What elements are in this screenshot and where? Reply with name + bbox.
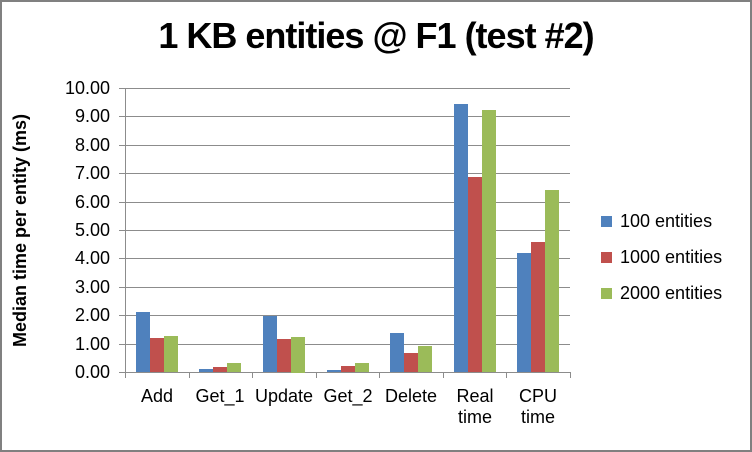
gridline <box>125 145 570 146</box>
y-axis-tick <box>119 258 125 259</box>
x-category-label-line: CPU <box>518 386 557 406</box>
legend-item: 2000 entities <box>601 283 722 304</box>
x-category-label: Add <box>120 386 194 407</box>
x-category-label: Real time <box>438 386 512 428</box>
x-category-label-line: time <box>520 407 555 427</box>
bar-100-entities-Delete <box>390 333 404 372</box>
bar-100-entities-Real-time <box>454 104 468 372</box>
bar-2000-entities-Add <box>164 336 178 372</box>
legend-label: 2000 entities <box>620 283 723 303</box>
x-category-label: Delete <box>374 386 448 407</box>
bar-1000-entities-Get_1 <box>213 367 227 372</box>
y-tick-label: 1.00 <box>74 334 110 354</box>
gridline <box>125 230 570 231</box>
bar-2000-entities-Get_1 <box>227 363 241 372</box>
legend-item: 100 entities <box>601 211 712 232</box>
y-axis-tick <box>119 202 125 203</box>
bar-2000-entities-Real-time <box>482 110 496 372</box>
y-axis-tick <box>119 116 125 117</box>
y-tick-label: 4.00 <box>74 248 110 268</box>
bar-2000-entities-Delete <box>418 346 432 372</box>
x-axis-tick <box>189 372 190 378</box>
legend-item: 1000 entities <box>601 247 722 268</box>
bar-100-entities-Update <box>263 316 277 372</box>
bar-1000-entities-Add <box>150 338 164 372</box>
gridline <box>125 202 570 203</box>
bar-1000-entities-Get_2 <box>341 366 355 372</box>
x-axis-tick <box>443 372 444 378</box>
gridline <box>125 258 570 259</box>
legend-label: 1000 entities <box>620 247 723 267</box>
y-axis-tick <box>119 344 125 345</box>
legend-swatch <box>601 216 612 227</box>
x-axis-line <box>125 372 570 373</box>
gridline <box>125 315 570 316</box>
bar-1000-entities-Real-time <box>468 177 482 372</box>
y-axis-tick <box>119 230 125 231</box>
legend-swatch <box>601 252 612 263</box>
y-axis-tick <box>119 315 125 316</box>
y-tick-label: 2.00 <box>74 305 110 325</box>
y-tick-label: 9.00 <box>74 106 110 126</box>
x-axis-tick <box>570 372 571 378</box>
y-axis-tick <box>119 287 125 288</box>
bar-100-entities-Add <box>136 312 150 372</box>
bar-1000-entities-Delete <box>404 353 418 372</box>
x-category-label: Update <box>247 386 321 407</box>
x-category-label-line: Get_2 <box>323 386 373 406</box>
y-axis-tick <box>119 372 125 373</box>
y-tick-label: 3.00 <box>74 277 110 297</box>
legend-swatch <box>601 288 612 299</box>
bar-1000-entities-Update <box>277 339 291 372</box>
bar-2000-entities-Get_2 <box>355 363 369 372</box>
x-axis-tick <box>252 372 253 378</box>
x-category-label-line: time <box>457 407 492 427</box>
x-axis-tick <box>125 372 126 378</box>
x-category-label: Get_1 <box>183 386 257 407</box>
legend-label: 100 entities <box>620 211 713 231</box>
y-axis-tick <box>119 145 125 146</box>
gridline <box>125 173 570 174</box>
x-axis-tick <box>379 372 380 378</box>
bar-2000-entities-Update <box>291 337 305 373</box>
x-axis-tick <box>316 372 317 378</box>
gridline <box>125 287 570 288</box>
y-tick-label: 5.00 <box>74 220 110 240</box>
bar-100-entities-Get_2 <box>327 370 341 372</box>
y-axis-line <box>125 88 126 373</box>
y-axis-tick <box>119 88 125 89</box>
y-tick-label: 7.00 <box>74 163 110 183</box>
y-tick-label: 10.00 <box>64 78 110 98</box>
x-category-label-line: Add <box>140 386 174 406</box>
gridline <box>125 88 570 89</box>
x-category-label: CPU time <box>501 386 575 428</box>
bar-100-entities-Get_1 <box>199 369 213 372</box>
bar-2000-entities-CPU-time <box>545 190 559 372</box>
bar-100-entities-CPU-time <box>517 253 531 372</box>
gridline <box>125 344 570 345</box>
y-tick-label: 8.00 <box>74 135 110 155</box>
y-tick-label: 6.00 <box>74 192 110 212</box>
x-category-label: Get_2 <box>311 386 385 407</box>
x-category-label-line: Delete <box>384 386 438 406</box>
x-axis-tick <box>506 372 507 378</box>
y-axis-tick <box>119 173 125 174</box>
gridline <box>125 116 570 117</box>
x-category-label-line: Update <box>254 386 314 406</box>
y-tick-label: 0.00 <box>74 362 110 382</box>
x-category-label-line: Real <box>456 386 494 406</box>
chart-title: 1 KB entities @ F1 (test #2) <box>158 15 594 56</box>
x-category-label-line: Get_1 <box>195 386 245 406</box>
bar-1000-entities-CPU-time <box>531 242 545 372</box>
